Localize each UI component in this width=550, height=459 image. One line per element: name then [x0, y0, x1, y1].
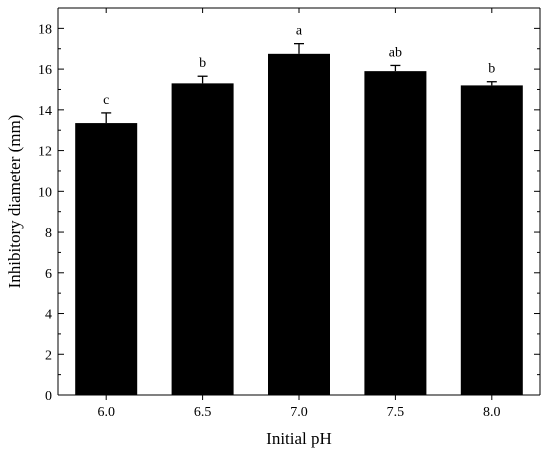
x-tick-label: 7.0 — [290, 405, 308, 420]
y-tick-label: 2 — [45, 348, 52, 363]
x-tick-label: 6.5 — [194, 405, 212, 420]
y-tick-label: 8 — [45, 226, 52, 241]
bar — [75, 123, 138, 396]
bar — [268, 53, 330, 395]
y-tick-label: 10 — [38, 185, 52, 200]
y-axis-label: Inhibitory diameter (mm) — [5, 115, 24, 289]
bars — [75, 53, 523, 396]
significance-letter: c — [103, 93, 109, 108]
significance-letter: a — [296, 24, 303, 39]
y-tick-label: 14 — [38, 104, 52, 119]
y-ticks: 0 2 4 6 8 10 12 14 16 18 — [38, 7, 540, 404]
y-tick-label: 4 — [45, 308, 52, 323]
significance-letter: b — [488, 62, 495, 77]
bar — [460, 85, 523, 396]
significance-letter: b — [199, 56, 206, 71]
significance-letters: c b a ab b — [103, 24, 495, 108]
y-tick-label: 0 — [45, 389, 52, 404]
x-axis-label: Initial pH — [266, 429, 332, 448]
y-tick-label: 6 — [45, 267, 52, 282]
y-tick-label: 12 — [38, 145, 52, 160]
bar — [171, 83, 234, 395]
significance-letter: ab — [389, 45, 402, 60]
error-bars — [101, 42, 497, 124]
y-tick-label: 18 — [38, 22, 52, 37]
y-tick-label: 16 — [38, 63, 52, 78]
x-tick-label: 7.5 — [387, 405, 405, 420]
x-tick-label: 6.0 — [97, 405, 115, 420]
x-ticks: 6.0 6.5 7.0 7.5 8.0 — [97, 8, 501, 420]
x-tick-label: 8.0 — [483, 405, 501, 420]
bar — [364, 71, 427, 396]
